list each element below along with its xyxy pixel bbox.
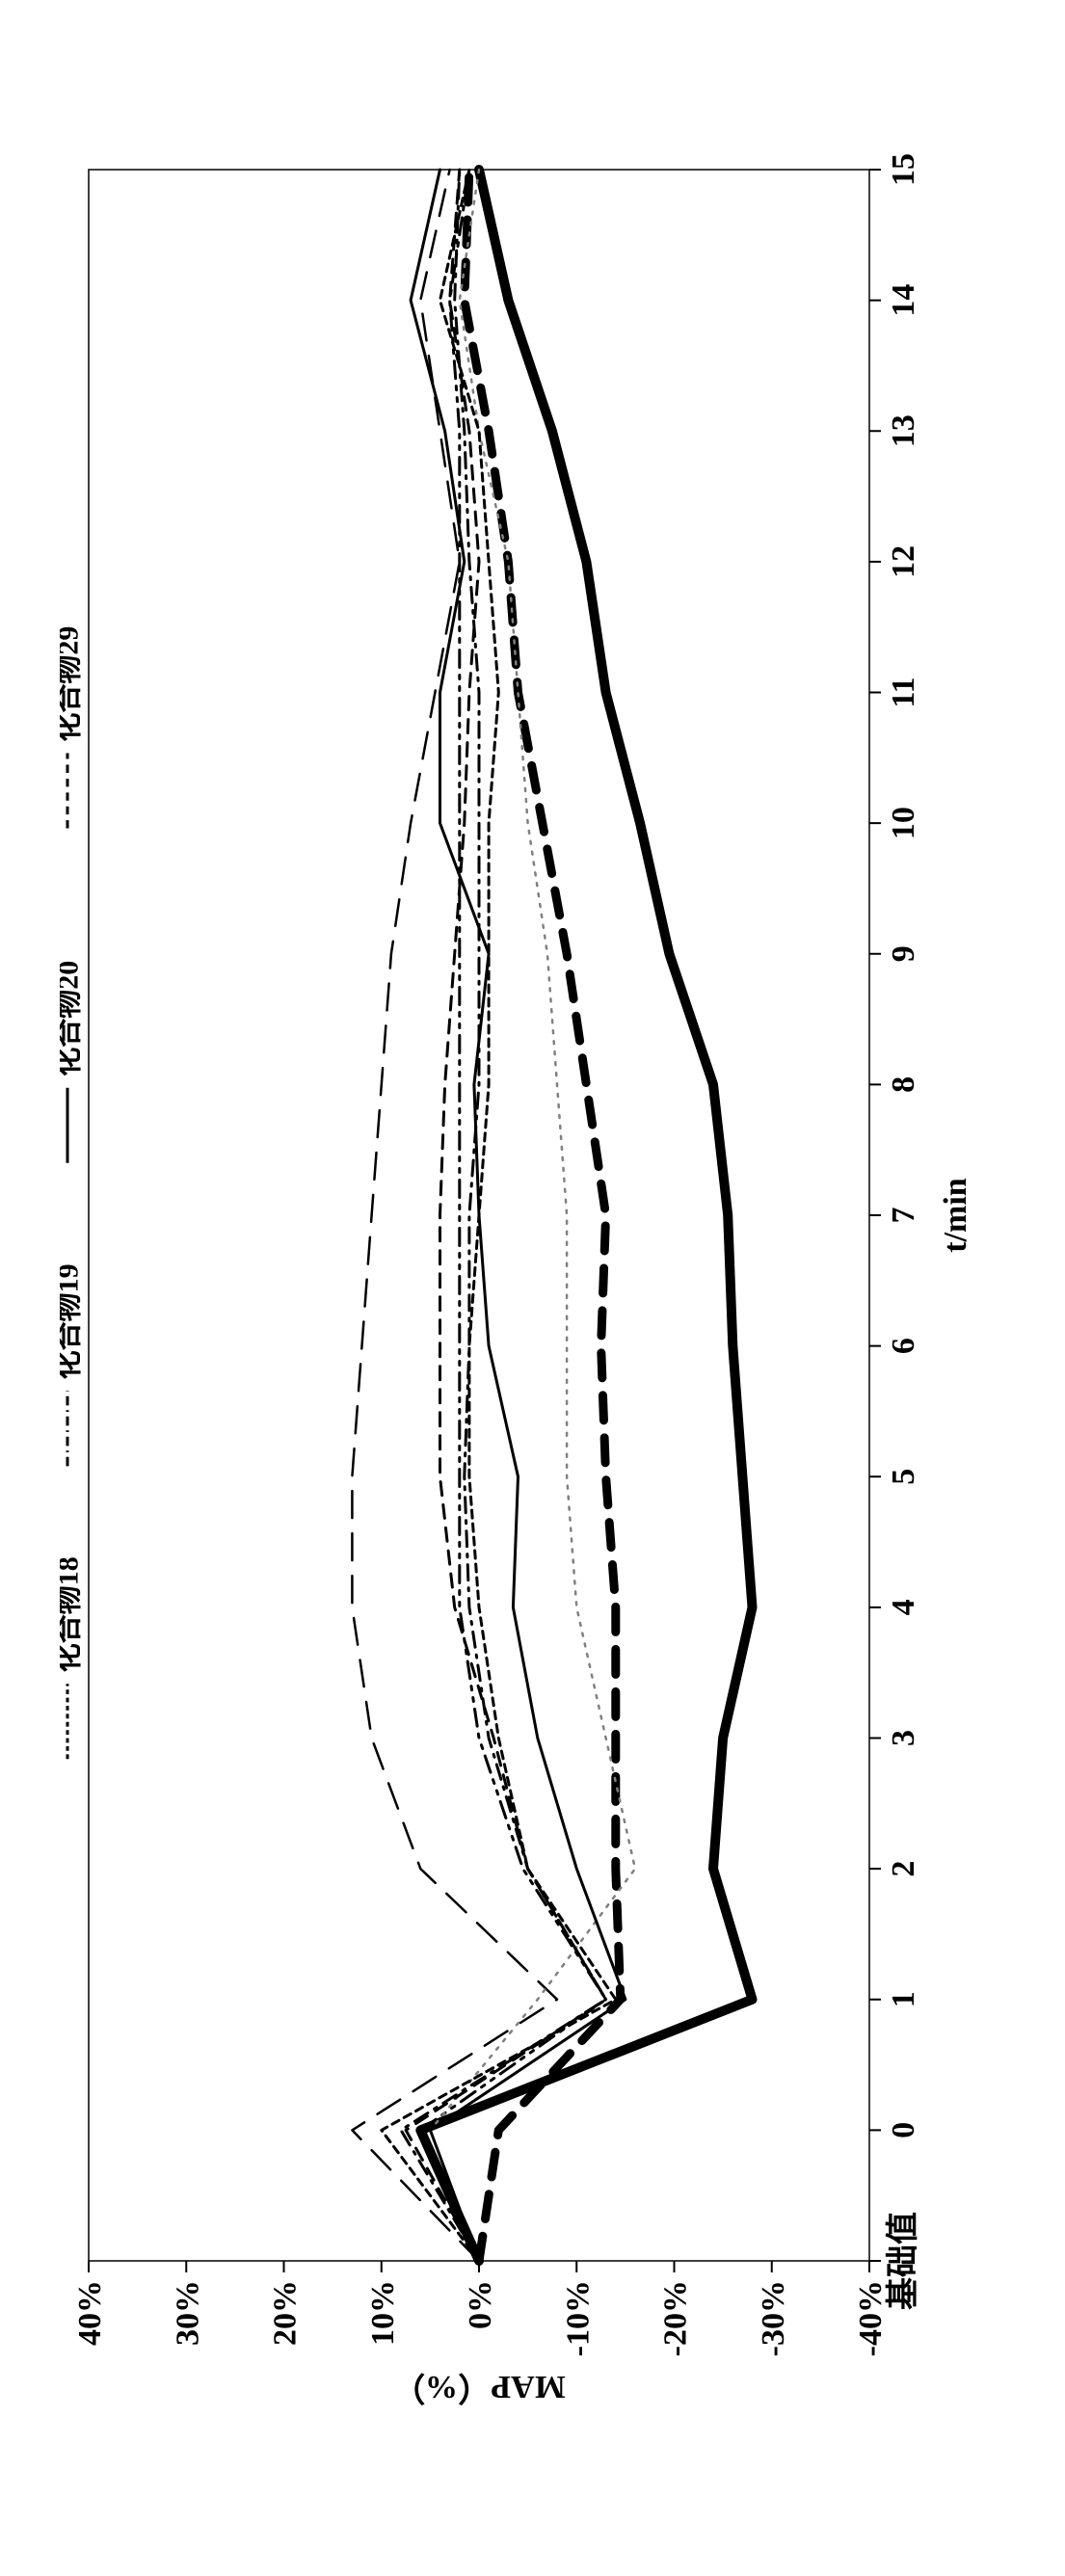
legend-label-C18: 化合物18: [60, 1556, 85, 1672]
x-tick-label: 10: [886, 807, 921, 839]
x-tick-label: 6: [886, 1338, 921, 1354]
x-tick-label: 1: [886, 1991, 921, 2007]
x-axis-label: t/min: [938, 1178, 973, 1253]
y-tick-label: -20%: [658, 2280, 694, 2356]
x-tick-label: 11: [886, 677, 921, 707]
y-tick-label: 30%: [170, 2280, 205, 2346]
y-tick-label: -30%: [756, 2280, 791, 2356]
chart-container: -40% -30% -20% -10% 0% 10% 20% 30% 40% MAP（%） 基础值 0…: [60, 131, 1004, 2444]
y-axis-label: MAP（%）: [392, 2369, 565, 2406]
legend-label-C19: 化合物19: [60, 1263, 85, 1379]
page-root: -40% -30% -20% -10% 0% 10% 20% 30% 40% MAP（%） 基础值 0…: [0, 0, 1065, 2576]
x-tick-label: 8: [886, 1076, 921, 1093]
x-tick-label: 13: [886, 414, 921, 447]
legend: PROETO化合物5化合物9化合物10化合物18化合物19化合物20化合物29: [60, 291, 85, 1759]
x-tick-label: 15: [886, 153, 921, 186]
y-tick-label: -40%: [853, 2280, 889, 2356]
y-tick-label: 40%: [72, 2280, 108, 2346]
x-tick-label: 14: [886, 284, 921, 317]
line-chart: -40% -30% -20% -10% 0% 10% 20% 30% 40% MAP（%） 基础值 0…: [60, 131, 1004, 2444]
x-tick-label: 0: [886, 2122, 921, 2138]
x-tick-label: 7: [886, 1208, 921, 1224]
y-tick-label: 20%: [268, 2280, 304, 2346]
y-tick-label: 0%: [463, 2280, 498, 2329]
x-tick-label: 5: [886, 1469, 921, 1485]
x-tick-label: 3: [886, 1730, 921, 1746]
x-tick-label: 基础值: [885, 2212, 921, 2310]
legend-label-C20: 化合物20: [60, 961, 85, 1076]
x-tick-label: 9: [886, 945, 921, 962]
x-tick-label: 2: [886, 1861, 921, 1877]
x-tick-label: 12: [886, 545, 921, 578]
x-tick-label: 4: [886, 1599, 921, 1615]
legend-label-C29: 化合物29: [60, 626, 85, 742]
y-tick-label: 10%: [365, 2280, 401, 2346]
y-tick-label: -10%: [560, 2280, 596, 2356]
